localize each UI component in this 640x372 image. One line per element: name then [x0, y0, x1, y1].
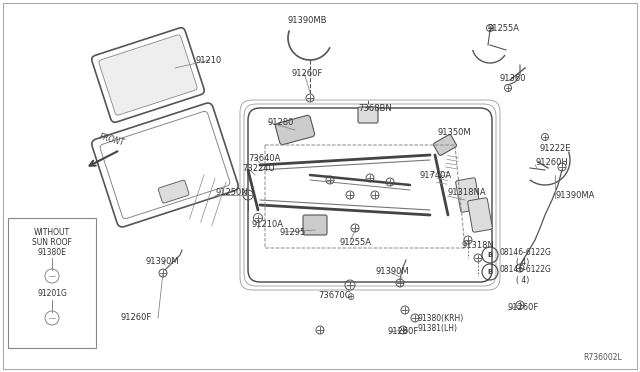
FancyBboxPatch shape	[358, 107, 378, 123]
Text: 91390M: 91390M	[145, 257, 179, 266]
Bar	[8, 218, 96, 348]
Text: 91255A: 91255A	[488, 23, 520, 32]
Text: 91260F: 91260F	[508, 304, 540, 312]
FancyBboxPatch shape	[275, 115, 315, 145]
Text: 91260F: 91260F	[388, 327, 419, 337]
Text: 91380(KRH): 91380(KRH)	[418, 314, 464, 323]
Text: 91260H: 91260H	[535, 157, 568, 167]
Text: ( 4): ( 4)	[516, 276, 529, 285]
Text: 91390MB: 91390MB	[288, 16, 328, 25]
Text: B: B	[488, 252, 493, 258]
FancyBboxPatch shape	[158, 180, 189, 203]
Text: 91381(LH): 91381(LH)	[418, 324, 458, 333]
Text: B: B	[488, 269, 493, 275]
Text: 91201G: 91201G	[37, 289, 67, 298]
Text: 91222E: 91222E	[540, 144, 572, 153]
Text: 91390M: 91390M	[375, 267, 408, 276]
Text: 91260F: 91260F	[121, 314, 152, 323]
Text: 91255A: 91255A	[340, 237, 372, 247]
Text: FRONT: FRONT	[99, 132, 125, 148]
Text: 91350M: 91350M	[438, 128, 472, 137]
Text: 08146-6122G: 08146-6122G	[500, 247, 552, 257]
Text: 91390MA: 91390MA	[555, 190, 595, 199]
Text: 7368BN: 7368BN	[358, 103, 392, 112]
Text: 91210A: 91210A	[252, 219, 284, 228]
Text: 91210: 91210	[195, 55, 221, 64]
Text: 91280: 91280	[268, 118, 294, 126]
Text: 91318NA: 91318NA	[448, 187, 486, 196]
Text: SUN ROOF: SUN ROOF	[32, 238, 72, 247]
Text: WITHOUT: WITHOUT	[34, 228, 70, 237]
FancyBboxPatch shape	[433, 135, 456, 155]
Text: 91360: 91360	[500, 74, 527, 83]
FancyBboxPatch shape	[303, 215, 327, 235]
FancyBboxPatch shape	[456, 178, 481, 212]
Text: ( 4): ( 4)	[516, 257, 529, 266]
Text: 91740A: 91740A	[420, 170, 452, 180]
Text: 73670C: 73670C	[318, 291, 351, 299]
Text: 73640A: 73640A	[248, 154, 280, 163]
Text: 91260F: 91260F	[292, 68, 323, 77]
Text: 73224U: 73224U	[242, 164, 275, 173]
Text: 91250N: 91250N	[215, 187, 248, 196]
Text: R736002L: R736002L	[583, 353, 622, 362]
Text: ⊕: ⊕	[346, 292, 354, 302]
Text: 91380E: 91380E	[38, 247, 67, 257]
Text: 91318N: 91318N	[462, 241, 495, 250]
FancyBboxPatch shape	[99, 35, 197, 115]
FancyBboxPatch shape	[468, 198, 492, 232]
Text: 91295: 91295	[280, 228, 307, 237]
Text: 08146-6122G: 08146-6122G	[500, 266, 552, 275]
